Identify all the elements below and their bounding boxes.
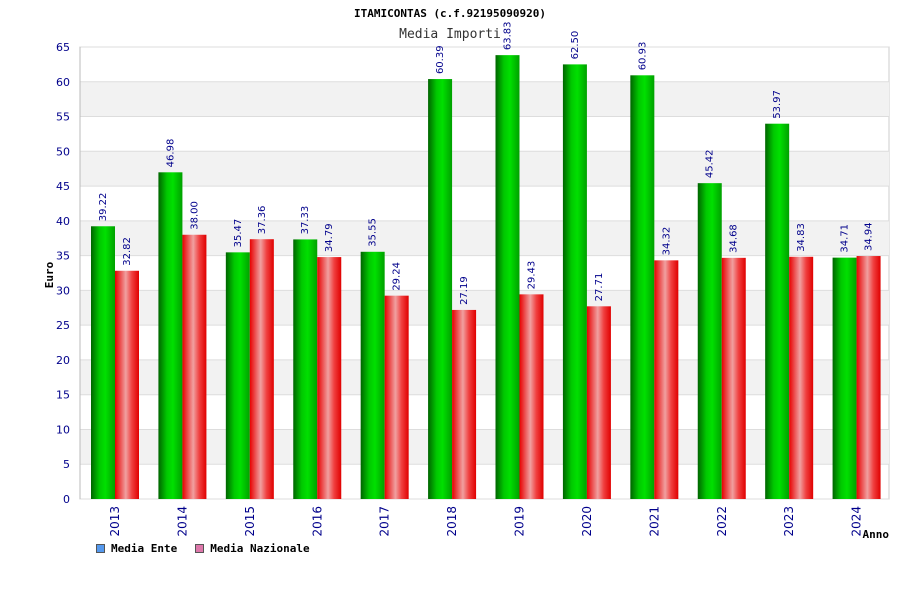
grid-bands	[79, 46, 890, 500]
y-tick-label: 55	[56, 111, 70, 124]
x-tick-label: 2017	[378, 506, 392, 537]
bar-nazionale-2023	[789, 256, 814, 499]
bar-ente-2022	[697, 183, 722, 499]
bar-ente-2013	[91, 226, 115, 500]
value-label: 60.39	[435, 45, 446, 74]
legend-swatch-nazionale	[195, 544, 205, 553]
y-axis-label: Euro	[43, 261, 56, 288]
x-tick-label: 2021	[647, 506, 661, 537]
value-label: 37.33	[300, 206, 311, 235]
bar-ente-2024	[832, 257, 857, 499]
value-label: 45.42	[705, 150, 716, 179]
bar-ente-2019	[495, 55, 520, 500]
bar-nazionale-2016	[317, 257, 342, 499]
value-label: 34.79	[324, 223, 335, 252]
value-label: 32.82	[122, 237, 133, 266]
value-label: 34.94	[864, 222, 875, 251]
x-tick-label: 2013	[108, 506, 122, 537]
value-label: 53.97	[772, 90, 783, 119]
bar-nazionale-2022	[721, 257, 746, 499]
value-label: 35.55	[368, 218, 379, 247]
value-label: 46.98	[165, 139, 176, 168]
value-label: 27.19	[459, 276, 470, 305]
bar-nazionale-2020	[586, 306, 611, 499]
value-label: 60.93	[637, 42, 648, 71]
y-tick-label: 0	[63, 493, 70, 506]
grid-band	[80, 290, 889, 326]
x-tick-label: 2024	[850, 506, 864, 537]
value-label: 37.36	[257, 206, 268, 235]
y-tick-label: 35	[56, 250, 70, 263]
y-tick-label: 40	[56, 215, 70, 228]
value-label: 39.22	[98, 193, 109, 222]
legend-label-ente: Media Ente	[111, 542, 178, 555]
value-label: 29.24	[392, 262, 403, 291]
x-tick-label: 2023	[782, 506, 796, 537]
bar-nazionale-2017	[384, 295, 409, 499]
x-tick-label: 2020	[580, 506, 594, 537]
bar-ente-2015	[225, 252, 250, 499]
bar-ente-2021	[630, 75, 655, 499]
bar-nazionale-2013	[115, 270, 139, 499]
x-tick-label: 2016	[310, 506, 324, 537]
legend: Media Ente Media Nazionale	[96, 542, 310, 555]
bar-ente-2020	[562, 64, 587, 499]
x-axis-label: Anno	[863, 528, 890, 541]
grid-band	[80, 429, 889, 465]
grid-band	[80, 220, 889, 256]
value-label: 63.83	[503, 21, 514, 50]
value-labels: 39.22 32.82 46.98 38.00 35.47 37.36 37.33 34.79…	[98, 21, 875, 304]
bar-nazionale-2015	[249, 239, 274, 499]
x-tick-label: 2019	[513, 506, 527, 537]
grid-band	[80, 151, 889, 187]
y-tick-label: 15	[56, 389, 70, 402]
value-label: 27.71	[594, 273, 605, 302]
value-label: 38.00	[189, 201, 200, 230]
value-label: 35.47	[233, 219, 244, 248]
grid-band	[80, 359, 889, 395]
legend-swatch-ente	[96, 544, 105, 553]
y-tick-label: 10	[56, 423, 70, 436]
x-axis-ticks: 2013 2014 2015 2016 2017 2018 2019 2020 2021 2022…	[108, 506, 864, 537]
y-axis-ticks: 0 5 10 15 20 25 30 35 40 45 50 55 60 65	[56, 41, 70, 506]
y-tick-label: 50	[56, 145, 70, 158]
bar-ente-2014	[158, 172, 183, 500]
y-tick-label: 65	[56, 41, 70, 54]
value-label: 34.32	[661, 227, 672, 256]
y-tick-label: 60	[56, 76, 70, 89]
y-tick-label: 20	[56, 354, 70, 367]
legend-label-nazionale: Media Nazionale	[210, 542, 310, 555]
gridlines	[79, 46, 889, 500]
x-tick-label: 2015	[243, 506, 257, 537]
value-label: 34.71	[840, 224, 851, 253]
x-tick-label: 2018	[445, 506, 459, 537]
legend-item-ente: Media Ente	[96, 542, 177, 555]
x-tick-label: 2014	[175, 506, 189, 537]
bar-nazionale-2019	[519, 294, 544, 499]
bar-ente-2017	[360, 251, 385, 499]
legend-item-nazionale: Media Nazionale	[195, 542, 310, 555]
bar-nazionale-2024	[856, 256, 881, 499]
x-tick-label: 2022	[715, 506, 729, 537]
bar-nazionale-2021	[654, 260, 679, 499]
bar-ente-2016	[293, 239, 318, 500]
bar-ente-2023	[765, 123, 790, 499]
value-label: 62.50	[570, 31, 581, 60]
bar-nazionale-2018	[452, 309, 477, 499]
chart-subtitle: Media Importi	[399, 27, 501, 42]
y-tick-label: 30	[56, 284, 70, 297]
value-label: 34.83	[796, 223, 807, 252]
bar-ente-2018	[428, 79, 453, 500]
plot-area	[79, 46, 890, 500]
y-tick-label: 45	[56, 180, 70, 193]
value-label: 29.43	[527, 261, 538, 290]
value-label: 34.68	[729, 224, 740, 253]
chart-title: ITAMICONTAS (c.f.92195090920)	[354, 7, 546, 20]
y-tick-label: 5	[63, 458, 70, 471]
bar-nazionale-2014	[182, 234, 207, 499]
grid-band	[80, 81, 889, 117]
y-tick-label: 25	[56, 319, 70, 332]
bars	[91, 55, 881, 500]
